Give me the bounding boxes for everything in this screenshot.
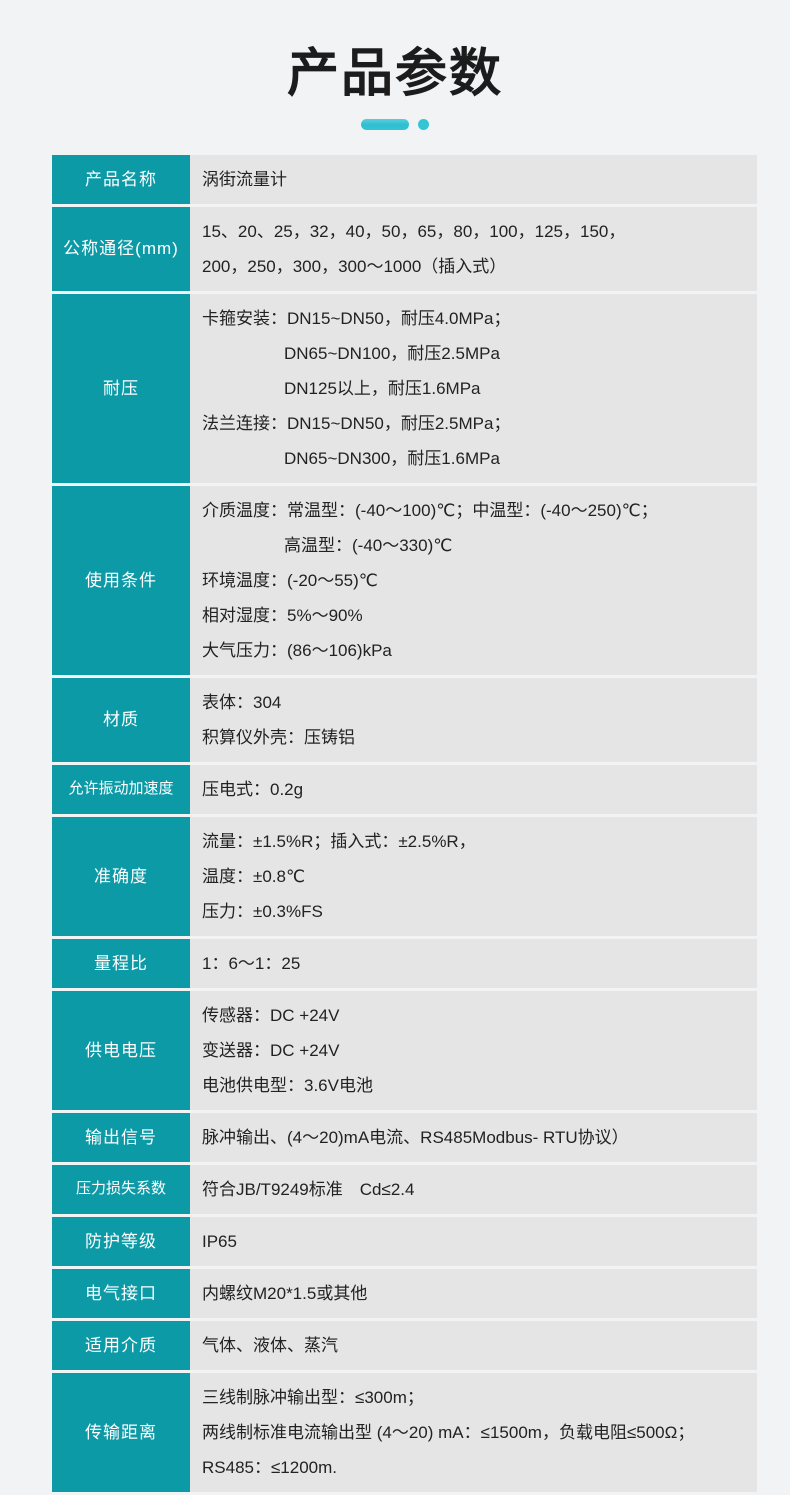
table-row: 耐压 卡箍安装：DN15~DN50，耐压4.0MPa； DN65~DN100，耐压2…	[52, 294, 757, 483]
value-line: 高温型：(-40～330)℃	[284, 536, 453, 555]
row-label: 压力损失系数	[52, 1165, 190, 1214]
row-value: 流量：±1.5%R；插入式：±2.5%R， 温度：±0.8℃ 压力：±0.3%FS	[190, 817, 757, 936]
table-row: 防护等级 IP65	[52, 1217, 757, 1266]
value-line: 电池供电型：3.6V电池	[202, 1076, 373, 1095]
value-line: 大气压力：(86～106)kPa	[202, 641, 392, 660]
table-row: 材质 表体：304 积算仪外壳：压铸铝	[52, 678, 757, 762]
decoration-dot-icon	[418, 118, 429, 130]
row-value: 1：6～1：25	[190, 939, 757, 988]
row-label: 量程比	[52, 939, 190, 988]
value-line: 涡街流量计	[202, 170, 287, 189]
value-line: 200，250，300，300～1000（插入式）	[202, 257, 507, 276]
row-label: 材质	[52, 678, 190, 762]
value-line: 两线制标准电流输出型 (4～20) mA：≤1500m，负载电阻≤500Ω；	[202, 1423, 695, 1442]
decoration-bar-icon	[361, 118, 409, 130]
row-label: 供电电压	[52, 991, 190, 1110]
value-line: 符合JB/T9249标准 Cd≤2.4	[202, 1180, 415, 1199]
page-header: 产品参数	[0, 0, 790, 130]
row-label: 输出信号	[52, 1113, 190, 1162]
table-row: 输出信号 脉冲输出、(4～20)mA电流、RS485Modbus- RTU协议）	[52, 1113, 757, 1162]
table-row: 允许振动加速度 压电式：0.2g	[52, 765, 757, 814]
value-line: 流量：±1.5%R；插入式：±2.5%R，	[202, 832, 476, 851]
value-line: IP65	[202, 1232, 237, 1251]
value-line: 15、20、25，32，40，50，65，80，100，125，150，	[202, 222, 626, 241]
value-line: DN125以上，耐压1.6MPa	[284, 379, 481, 398]
value-line: 内螺纹M20*1.5或其他	[202, 1284, 368, 1303]
row-label: 公称通径(mm)	[52, 207, 190, 291]
row-value: IP65	[190, 1217, 757, 1266]
row-label: 使用条件	[52, 486, 190, 675]
value-line: DN65~DN300，耐压1.6MPa	[284, 449, 500, 468]
row-label: 耐压	[52, 294, 190, 483]
value-line: 压电式：0.2g	[202, 780, 304, 799]
value-line: DN65~DN100，耐压2.5MPa	[284, 344, 500, 363]
value-line: 三线制脉冲输出型：≤300m；	[202, 1388, 424, 1407]
value-line: 压力：±0.3%FS	[202, 902, 323, 921]
table-row: 传输距离 三线制脉冲输出型：≤300m； 两线制标准电流输出型 (4～20) mA：…	[52, 1373, 757, 1492]
row-value: 三线制脉冲输出型：≤300m； 两线制标准电流输出型 (4～20) mA：≤150…	[190, 1373, 757, 1492]
value-line: 相对湿度：5%～90%	[202, 606, 363, 625]
row-label: 适用介质	[52, 1321, 190, 1370]
table-row: 量程比 1：6～1：25	[52, 939, 757, 988]
row-value: 卡箍安装：DN15~DN50，耐压4.0MPa； DN65~DN100，耐压2.5…	[190, 294, 757, 483]
value-line: 温度：±0.8℃	[202, 867, 306, 886]
specification-table: 产品名称 涡街流量计 公称通径(mm) 15、20、25，32，40，50，65，80…	[52, 155, 757, 1495]
row-label: 防护等级	[52, 1217, 190, 1266]
value-line: 1：6～1：25	[202, 954, 301, 973]
table-row: 公称通径(mm) 15、20、25，32，40，50，65，80，100，125，…	[52, 207, 757, 291]
title-decoration	[0, 118, 790, 130]
value-line: 介质温度：常温型：(-40～100)℃；中温型：(-40～250)℃；	[202, 501, 658, 520]
table-row: 使用条件 介质温度：常温型：(-40～100)℃；中温型：(-40～250)℃； 高…	[52, 486, 757, 675]
row-label: 产品名称	[52, 155, 190, 204]
row-value: 15、20、25，32，40，50，65，80，100，125，150， 200，…	[190, 207, 757, 291]
value-line: 环境温度：(-20～55)℃	[202, 571, 378, 590]
value-line: 积算仪外壳：压铸铝	[202, 728, 355, 747]
table-row: 压力损失系数 符合JB/T9249标准 Cd≤2.4	[52, 1165, 757, 1214]
value-line: 表体：304	[202, 693, 282, 712]
table-row: 适用介质 气体、液体、蒸汽	[52, 1321, 757, 1370]
row-value: 内螺纹M20*1.5或其他	[190, 1269, 757, 1318]
row-value: 脉冲输出、(4～20)mA电流、RS485Modbus- RTU协议）	[190, 1113, 757, 1162]
page-title: 产品参数	[286, 44, 503, 104]
row-value: 气体、液体、蒸汽	[190, 1321, 757, 1370]
row-label: 允许振动加速度	[52, 765, 190, 814]
table-row: 准确度 流量：±1.5%R；插入式：±2.5%R， 温度：±0.8℃ 压力：±0.3%…	[52, 817, 757, 936]
row-value: 传感器：DC +24V 变送器：DC +24V 电池供电型：3.6V电池	[190, 991, 757, 1110]
row-label: 电气接口	[52, 1269, 190, 1318]
table-row: 产品名称 涡街流量计	[52, 155, 757, 204]
table-row: 电气接口 内螺纹M20*1.5或其他	[52, 1269, 757, 1318]
value-line: 法兰连接：DN15~DN50，耐压2.5MPa；	[202, 414, 511, 433]
row-value: 介质温度：常温型：(-40～100)℃；中温型：(-40～250)℃； 高温型：(…	[190, 486, 757, 675]
row-label: 准确度	[52, 817, 190, 936]
row-value: 符合JB/T9249标准 Cd≤2.4	[190, 1165, 757, 1214]
table-row: 供电电压 传感器：DC +24V 变送器：DC +24V 电池供电型：3.6V电池	[52, 991, 757, 1110]
row-value: 涡街流量计	[190, 155, 757, 204]
value-line: 变送器：DC +24V	[202, 1041, 340, 1060]
value-line: 脉冲输出、(4～20)mA电流、RS485Modbus- RTU协议）	[202, 1128, 629, 1147]
value-line: 传感器：DC +24V	[202, 1006, 340, 1025]
row-label: 传输距离	[52, 1373, 190, 1492]
value-line: 气体、液体、蒸汽	[202, 1336, 338, 1355]
value-line: 卡箍安装：DN15~DN50，耐压4.0MPa；	[202, 309, 511, 328]
value-line: RS485：≤1200m.	[202, 1458, 338, 1477]
row-value: 表体：304 积算仪外壳：压铸铝	[190, 678, 757, 762]
row-value: 压电式：0.2g	[190, 765, 757, 814]
